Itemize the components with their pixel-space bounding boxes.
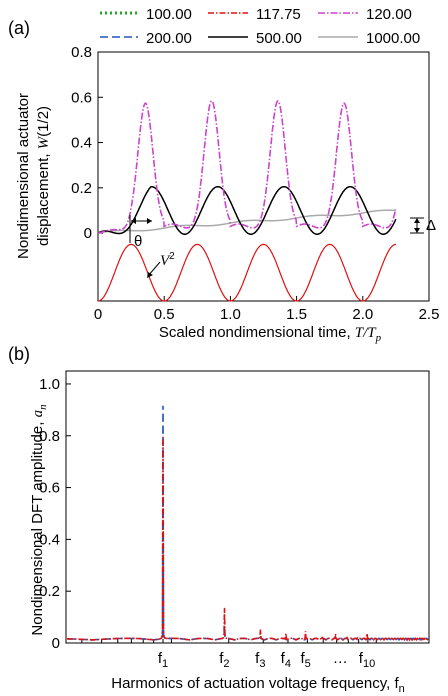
harmonic-label-f3: f3 [255, 650, 265, 670]
theta-arrowhead-right [147, 218, 152, 224]
harmonic-label-f2: f2 [219, 650, 229, 670]
panel-a-legend: 100.00 117.75 120.00 200.00 500.00 1000.… [100, 6, 420, 47]
delta-arrowhead-top [414, 218, 420, 223]
panel-a-xtick-label: 2.0 [352, 306, 373, 323]
harmonic-label-f1: f1 [158, 650, 168, 670]
harmonic-label-f4: f4 [281, 650, 291, 670]
panel-a-xtick-label: 1.5 [286, 306, 307, 323]
panel-b-plot-area [65, 370, 430, 644]
panel-a-ticks: 0 0.5 1.0 1.5 2.0 2.5 0 0.2 0.4 0.6 0.8 [71, 44, 439, 323]
panel-a: (a) 100.00 117.75 120.00 200.00 500.00 1… [8, 6, 439, 344]
panel-a-annotations: θ Δ V2 [129, 215, 436, 278]
panel-a-ytick-label: 0 [84, 225, 92, 242]
panel-a-ylabel-line1: Nondimensional actuator [15, 93, 32, 259]
dft-series-200-line [67, 405, 429, 642]
panel-a-xtick-label: 0 [94, 306, 102, 323]
panel-b-xlabel: Harmonics of actuation voltage frequency… [111, 675, 405, 695]
panel-b-label: (b) [8, 344, 30, 364]
legend-label-500: 500.00 [256, 30, 302, 47]
delta-arrowhead-bottom [414, 228, 420, 233]
legend-label-100: 100.00 [146, 6, 192, 23]
panel-b-ytick-label: 0.6 [39, 480, 60, 497]
harmonic-labels: f1 f2 f3 f4 f5 f10 … [158, 650, 375, 670]
panel-b-ylabel: Nondimensional DFT amplitude, an [29, 404, 49, 636]
panel-b: (b) Nondimensional DFT amplitude, an 0 0.… [8, 344, 430, 695]
voltage-arrowhead [147, 272, 153, 278]
panel-a-xlabel: Scaled nondimensional time, T/Tp [159, 324, 382, 344]
panel-a-xtick-label: 0.5 [154, 306, 175, 323]
panel-a-series [97, 100, 397, 302]
theta-label: θ [134, 233, 142, 250]
panel-b-ytick-label: 1.0 [39, 376, 60, 393]
legend-label-200: 200.00 [146, 30, 192, 47]
panel-a-ylabel-line2: displacement, W(1/2) [35, 106, 52, 246]
panel-b-ytick-label: 0 [52, 635, 60, 652]
legend-label-117: 117.75 [256, 6, 301, 23]
harmonic-label-f10: f10 [359, 650, 375, 670]
voltage-label: V2 [160, 251, 175, 269]
panel-a-label: (a) [8, 18, 30, 38]
panel-b-ytick-label: 0.4 [39, 531, 60, 548]
panel-a-ytick-label: 0.6 [71, 89, 92, 106]
panel-a-ytick-label: 0.2 [71, 180, 92, 197]
legend-label-1000: 1000.00 [366, 30, 420, 47]
panel-a-plot-area [97, 51, 430, 302]
panel-a-xtick-label: 2.5 [419, 306, 440, 323]
dft-series-117-line [67, 436, 429, 642]
theta-arrowhead-left [131, 218, 136, 224]
delta-label: Δ [426, 217, 436, 234]
panel-b-ytick-label: 0.8 [39, 428, 60, 445]
series-500-line [97, 185, 397, 235]
series-120-line [97, 100, 397, 234]
drive-voltage-line [97, 243, 396, 302]
panel-a-ytick-label: 0.8 [71, 44, 92, 61]
panel-b-ticks: 0 0.2 0.4 0.6 0.8 1.0 [39, 376, 377, 652]
legend-label-120: 120.00 [366, 6, 412, 23]
panel-b-series [67, 405, 429, 642]
series-1000-line [97, 209, 396, 234]
panel-b-ytick-label: 0.2 [39, 583, 60, 600]
harmonic-ellipsis: … [333, 650, 348, 667]
harmonic-label-f5: f5 [300, 650, 310, 670]
panel-a-ytick-label: 0.4 [71, 135, 92, 152]
panel-a-xtick-label: 1.0 [220, 306, 241, 323]
